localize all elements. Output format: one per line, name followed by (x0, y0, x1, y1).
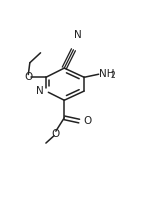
Text: NH: NH (99, 69, 115, 79)
Text: O: O (83, 116, 91, 126)
Text: 2: 2 (110, 71, 115, 80)
Text: N: N (74, 30, 82, 40)
Text: O: O (52, 129, 60, 139)
Text: N: N (36, 86, 44, 96)
Text: O: O (24, 72, 32, 82)
